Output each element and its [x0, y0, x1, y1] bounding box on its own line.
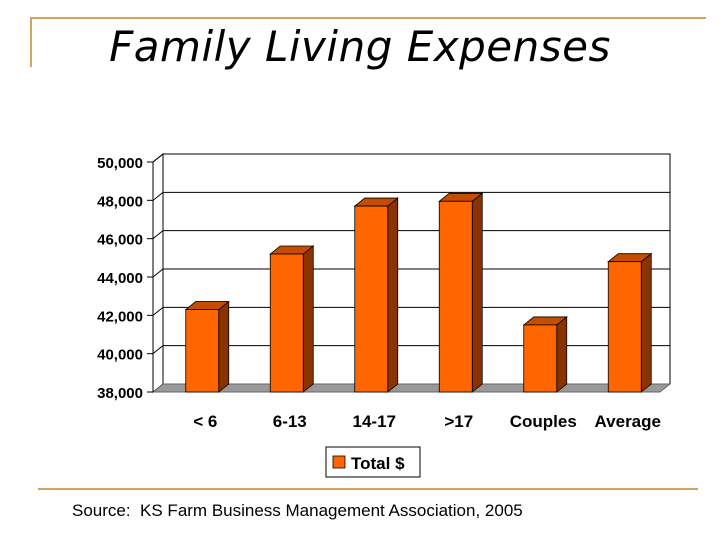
- bar-front: [607, 261, 642, 393]
- bar-front: [523, 324, 558, 393]
- x-tick-label: < 6: [193, 412, 217, 431]
- bar-3: [438, 192, 484, 393]
- x-tick-label: Average: [595, 412, 661, 431]
- y-tick-label: 50,000: [97, 155, 143, 172]
- gridline: [152, 345, 670, 355]
- bar-0: [184, 300, 230, 393]
- bar-front: [354, 205, 389, 393]
- x-tick-label: >17: [444, 412, 473, 431]
- legend: Total $: [325, 446, 421, 478]
- gridline: [152, 191, 670, 201]
- frame-bottom-line: [38, 488, 698, 490]
- bars: [184, 192, 653, 393]
- bar-side: [471, 192, 483, 393]
- x-tick-label: Couples: [510, 412, 577, 431]
- gridline: [152, 153, 670, 163]
- bar-side: [302, 245, 314, 393]
- legend-label: Total $: [351, 454, 405, 473]
- gridline: [152, 268, 670, 278]
- gridline: [152, 230, 670, 240]
- y-tick-label: 44,000: [97, 270, 143, 287]
- bar-side: [640, 252, 652, 393]
- bar-5: [607, 252, 653, 393]
- bar-side: [387, 197, 399, 393]
- gridlines: [151, 152, 672, 394]
- source-caption: Source: KS Farm Business Management Asso…: [72, 501, 523, 520]
- bar-side: [218, 300, 230, 393]
- y-tick-label: 48,000: [97, 193, 143, 210]
- y-tick-label: 42,000: [97, 308, 143, 325]
- x-tick-label: 6-13: [273, 412, 307, 431]
- slide-title: Family Living Expenses: [109, 22, 611, 71]
- bar-4: [522, 316, 568, 393]
- bar-front: [185, 309, 220, 393]
- gridline: [152, 306, 670, 316]
- y-tick-label: 40,000: [97, 347, 143, 364]
- bar-side: [556, 316, 568, 393]
- bar-2: [353, 197, 399, 393]
- legend-swatch: [332, 455, 346, 469]
- y-tick-label: 46,000: [97, 232, 143, 249]
- bar-front: [269, 253, 304, 393]
- bar-front: [438, 200, 473, 393]
- x-axis-ticks: < 6 6-13 14-17 >17 Couples Average: [193, 412, 661, 431]
- bar-1: [269, 245, 315, 393]
- frame-top-line: [30, 17, 706, 19]
- y-axis-ticks: 38,000 40,000 42,000 44,000 46,000 48,000 50,0…: [97, 155, 153, 402]
- x-tick-label: 14-17: [353, 412, 396, 431]
- frame-left-line: [30, 17, 32, 67]
- chart-floor: [151, 383, 672, 393]
- y-tick-label: 38,000: [97, 385, 143, 402]
